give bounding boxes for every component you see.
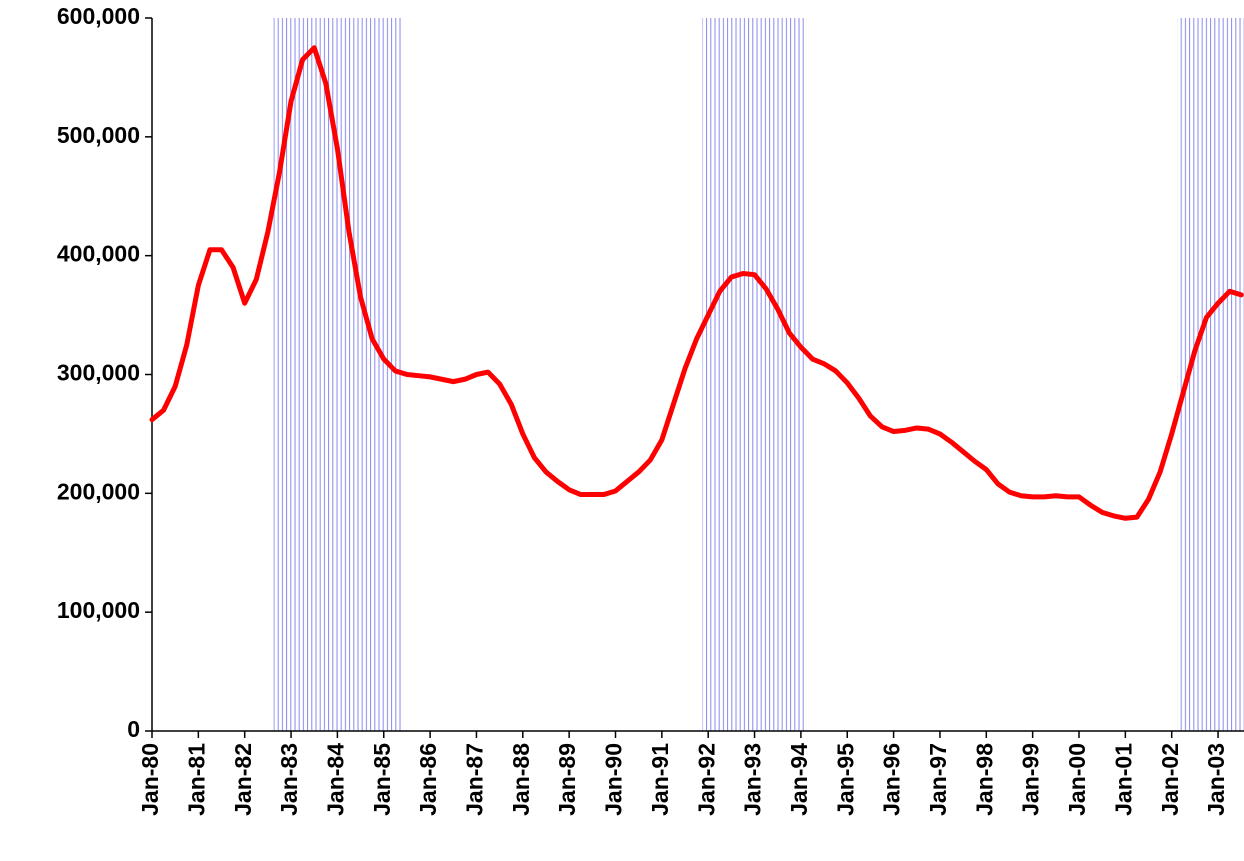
x-tick-label: Jan-91 xyxy=(647,743,673,816)
y-tick-label: 400,000 xyxy=(57,241,140,267)
x-tick-label: Jan-89 xyxy=(554,743,580,816)
x-tick-label: Jan-98 xyxy=(971,743,997,816)
y-tick-label: 200,000 xyxy=(57,478,140,504)
x-tick-label: Jan-96 xyxy=(879,743,905,816)
y-tick-label: 300,000 xyxy=(57,360,140,386)
x-tick-label: Jan-84 xyxy=(322,743,348,816)
x-tick-label: Jan-87 xyxy=(462,743,488,816)
x-tick-label: Jan-97 xyxy=(925,743,951,816)
y-tick-label: 100,000 xyxy=(57,597,140,623)
x-tick-label: Jan-93 xyxy=(740,743,766,816)
x-tick-label: Jan-01 xyxy=(1110,743,1136,816)
x-tick-label: Jan-02 xyxy=(1157,743,1183,816)
x-tick-label: Jan-92 xyxy=(693,743,719,816)
x-tick-label: Jan-80 xyxy=(137,743,163,816)
x-tick-label: Jan-83 xyxy=(276,743,302,816)
x-tick-label: Jan-94 xyxy=(786,743,812,816)
shaded-period xyxy=(273,18,402,731)
x-tick-label: Jan-88 xyxy=(508,743,534,816)
x-tick-label: Jan-81 xyxy=(183,743,209,816)
shaded-period xyxy=(702,18,807,731)
x-tick-label: Jan-95 xyxy=(832,743,858,816)
x-tick-label: Jan-85 xyxy=(369,743,395,816)
x-tick-label: Jan-82 xyxy=(230,743,256,816)
x-tick-label: Jan-00 xyxy=(1064,743,1090,816)
x-tick-label: Jan-86 xyxy=(415,743,441,816)
y-tick-label: 600,000 xyxy=(57,3,140,29)
data-line xyxy=(149,45,1244,521)
y-tick-label: 0 xyxy=(127,716,140,742)
x-tick-label: Jan-03 xyxy=(1203,743,1229,816)
x-tick-label: Jan-90 xyxy=(601,743,627,816)
x-tick-label: Jan-99 xyxy=(1018,743,1044,816)
y-tick-label: 500,000 xyxy=(57,122,140,148)
